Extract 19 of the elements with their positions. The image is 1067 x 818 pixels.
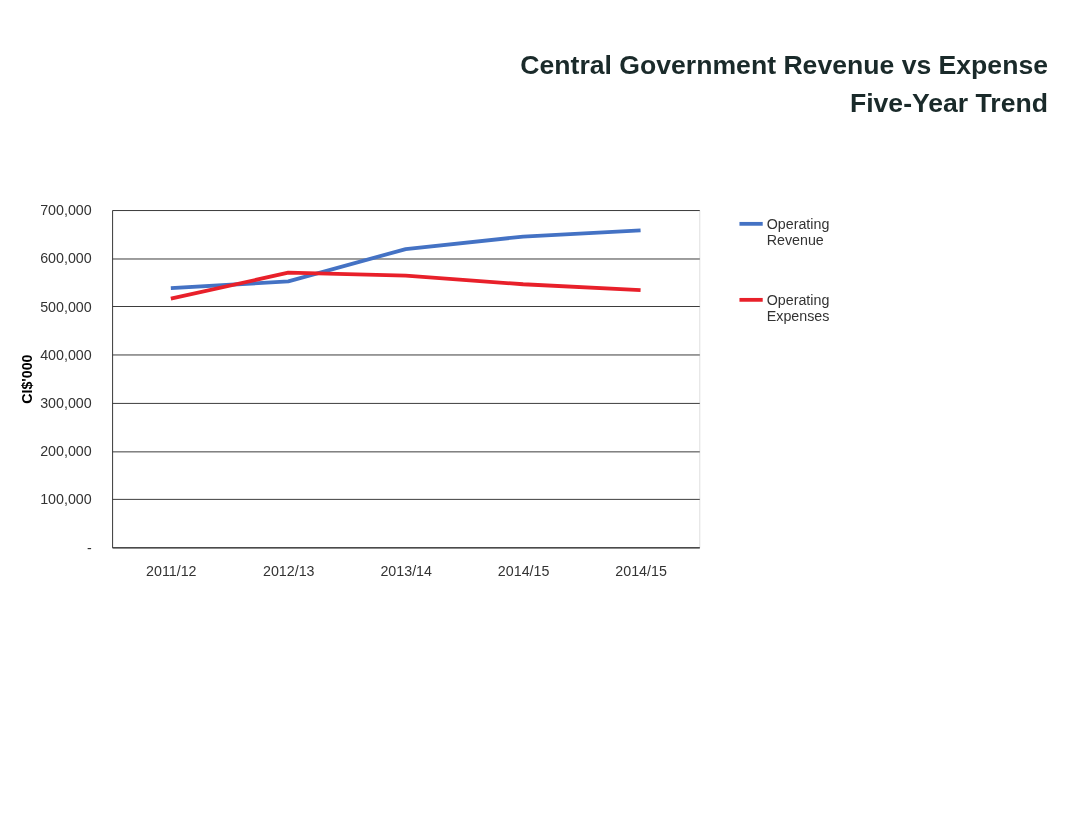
y-tick-label: 400,000 [40, 346, 92, 363]
y-tick-label: 100,000 [40, 491, 92, 508]
y-tick-label: 500,000 [40, 298, 92, 315]
y-tick-label: 600,000 [40, 250, 92, 267]
text: Central Government Revenue vs Expense Five-Year Trend [520, 50, 1048, 119]
y-tick-label: - [86, 539, 92, 556]
legend-label: Operating Revenue [766, 215, 830, 248]
y-tick-label: 200,000 [40, 443, 92, 460]
line-series [168, 270, 643, 301]
x-tick-label: 2012/13 [262, 563, 315, 580]
x-tick-label: 2011/12 [146, 563, 197, 580]
y-tick-label: 300,000 [40, 395, 92, 412]
legend-label: Operating Expenses [766, 291, 830, 324]
y-tick-label: 700,000 [40, 202, 92, 219]
y-axis-title: CI$'000 [18, 354, 35, 404]
line-series [168, 228, 643, 291]
x-tick-label: 2014/15 [615, 563, 667, 580]
x-tick-label: 2014/15 [497, 563, 550, 580]
x-tick-label: 2013/14 [380, 563, 433, 580]
